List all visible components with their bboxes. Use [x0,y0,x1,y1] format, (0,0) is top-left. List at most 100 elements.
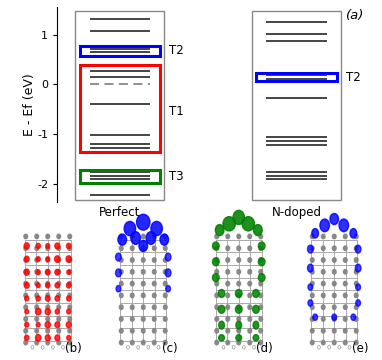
Ellipse shape [120,270,123,274]
Ellipse shape [141,293,145,298]
Ellipse shape [259,246,262,251]
Ellipse shape [66,283,71,288]
Ellipse shape [212,274,219,282]
Ellipse shape [24,243,29,249]
Ellipse shape [68,305,71,309]
Ellipse shape [259,317,262,321]
Ellipse shape [141,246,145,251]
Y-axis label: E - Ef (eV): E - Ef (eV) [23,73,36,136]
Ellipse shape [36,283,40,288]
Ellipse shape [212,242,219,250]
Ellipse shape [321,293,325,298]
Ellipse shape [24,282,28,286]
Ellipse shape [36,243,40,248]
Ellipse shape [163,305,167,309]
Ellipse shape [57,340,61,345]
Ellipse shape [24,317,28,321]
Ellipse shape [41,346,44,349]
Ellipse shape [332,270,336,274]
Ellipse shape [46,246,50,251]
Ellipse shape [339,219,348,232]
Ellipse shape [332,282,336,286]
Ellipse shape [141,317,145,321]
Ellipse shape [223,217,235,231]
Ellipse shape [343,258,347,262]
Ellipse shape [67,309,71,314]
Ellipse shape [45,335,50,341]
Ellipse shape [36,257,40,261]
Ellipse shape [130,305,134,309]
Ellipse shape [343,246,347,251]
Ellipse shape [343,293,347,298]
Ellipse shape [36,323,40,327]
Ellipse shape [222,346,225,349]
Ellipse shape [151,221,162,236]
Ellipse shape [321,270,325,274]
Ellipse shape [24,234,28,239]
Ellipse shape [68,258,71,262]
Ellipse shape [130,258,134,262]
Ellipse shape [126,346,129,349]
Ellipse shape [311,317,314,321]
Ellipse shape [25,296,29,301]
Ellipse shape [31,346,34,349]
Ellipse shape [248,340,252,345]
Ellipse shape [321,340,325,345]
Ellipse shape [120,317,123,321]
Ellipse shape [232,346,235,349]
Ellipse shape [152,293,156,298]
Ellipse shape [46,257,50,261]
Ellipse shape [57,246,61,251]
Ellipse shape [248,317,252,321]
Ellipse shape [253,346,256,349]
Ellipse shape [237,329,241,333]
Ellipse shape [248,282,252,286]
Ellipse shape [226,270,230,274]
Ellipse shape [24,269,29,275]
Ellipse shape [46,258,50,262]
Ellipse shape [308,284,313,290]
Text: Perfect: Perfect [99,206,141,219]
Ellipse shape [218,289,225,297]
Ellipse shape [45,269,50,275]
Ellipse shape [332,246,336,251]
Ellipse shape [354,258,358,262]
Ellipse shape [57,258,61,262]
Ellipse shape [157,346,160,349]
Ellipse shape [237,293,241,298]
Ellipse shape [163,340,167,345]
Ellipse shape [24,283,29,288]
Ellipse shape [253,321,259,329]
Bar [79,46,160,55]
Ellipse shape [354,340,358,345]
Ellipse shape [55,269,60,275]
Ellipse shape [321,282,325,286]
Ellipse shape [226,246,230,251]
Ellipse shape [226,293,230,298]
Ellipse shape [45,309,50,315]
Ellipse shape [141,234,145,239]
Ellipse shape [215,317,219,321]
Text: T1: T1 [170,105,184,118]
Ellipse shape [35,234,39,239]
Ellipse shape [46,270,50,274]
Ellipse shape [68,234,71,239]
Ellipse shape [55,283,60,288]
Ellipse shape [351,314,356,320]
Text: (b): (b) [65,342,82,355]
Ellipse shape [321,317,325,321]
Ellipse shape [356,300,361,306]
Ellipse shape [243,346,245,349]
Ellipse shape [36,270,40,275]
Ellipse shape [152,246,156,251]
Ellipse shape [152,329,156,333]
Ellipse shape [259,293,262,298]
Ellipse shape [248,305,252,309]
Ellipse shape [24,293,28,298]
Ellipse shape [330,213,338,225]
Ellipse shape [332,314,337,320]
Ellipse shape [66,256,71,262]
Ellipse shape [36,334,41,341]
Ellipse shape [116,285,121,292]
Ellipse shape [147,346,150,349]
